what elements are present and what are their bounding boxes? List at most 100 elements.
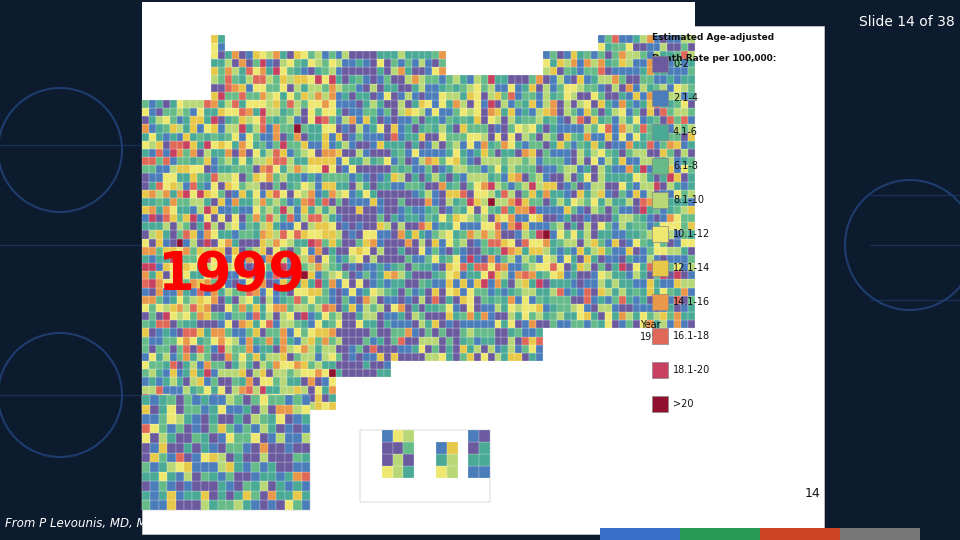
Bar [192,471,201,481]
Bar [349,190,356,198]
Bar [578,149,585,157]
Bar [647,288,654,296]
Bar [322,239,328,247]
Bar [190,336,198,345]
Bar [647,296,654,304]
Bar [285,424,293,433]
Bar [149,239,156,247]
Bar [190,288,198,296]
Bar [349,173,356,181]
Bar [619,92,626,100]
Bar [226,395,234,404]
Bar [151,481,158,491]
Bar [591,132,598,141]
Bar [328,394,336,402]
Bar [397,206,405,214]
Bar [660,165,667,173]
Bar [343,279,349,288]
Bar [177,132,183,141]
Bar [294,76,301,84]
Bar [308,214,315,222]
Bar [363,181,371,190]
Bar [453,239,460,247]
Bar [371,108,377,116]
Bar [585,165,591,173]
Bar [578,214,585,222]
Bar [412,198,419,206]
Bar [591,231,598,239]
Bar [522,165,529,173]
Bar [412,222,419,231]
Bar [536,165,543,173]
Bar [142,424,151,433]
Bar [274,320,280,328]
Bar [156,353,163,361]
Bar [481,239,488,247]
Bar [163,336,170,345]
Bar [293,491,301,501]
Bar [156,336,163,345]
Bar [647,157,654,165]
Bar [591,100,598,108]
Bar [232,132,239,141]
Bar [267,239,274,247]
Text: 6.1-8: 6.1-8 [673,161,698,171]
Bar [156,206,163,214]
Bar [280,181,287,190]
Bar [612,108,619,116]
Bar [446,141,453,149]
Bar [501,173,509,181]
Bar [363,328,371,336]
Bar [605,263,612,271]
Bar [349,181,356,190]
Bar [647,100,654,108]
Bar [336,198,343,206]
Bar [142,149,149,157]
Bar [412,116,419,124]
Bar [252,222,259,231]
Bar [280,296,287,304]
Bar [432,157,440,165]
Bar [343,141,349,149]
Bar [688,108,695,116]
Bar [301,414,310,424]
Bar [149,296,156,304]
Bar [246,328,252,336]
Bar [308,108,315,116]
Bar [474,222,481,231]
Bar [246,377,252,386]
Bar [639,59,647,68]
Bar [412,100,419,108]
Bar [536,173,543,181]
Bar [276,433,285,443]
Bar [156,181,163,190]
Bar [259,59,267,68]
Bar [280,345,287,353]
Bar [377,255,384,263]
Bar [557,214,564,222]
Bar [267,296,274,304]
Bar [509,92,516,100]
Bar [654,116,660,124]
Bar [598,181,605,190]
Bar [509,181,516,190]
Bar [682,247,688,255]
Bar [183,157,190,165]
Bar [177,386,183,394]
Bar [682,239,688,247]
Bar [301,51,308,59]
Bar [481,84,488,92]
Bar [436,466,446,478]
Bar [267,198,274,206]
Bar [163,124,170,132]
Bar [619,141,626,149]
Bar [170,369,177,377]
Bar [419,116,425,124]
Bar [204,132,211,141]
Bar [287,206,294,214]
Bar [488,328,494,336]
Bar [639,68,647,76]
Bar [682,255,688,263]
Bar [397,149,405,157]
Bar [425,328,432,336]
